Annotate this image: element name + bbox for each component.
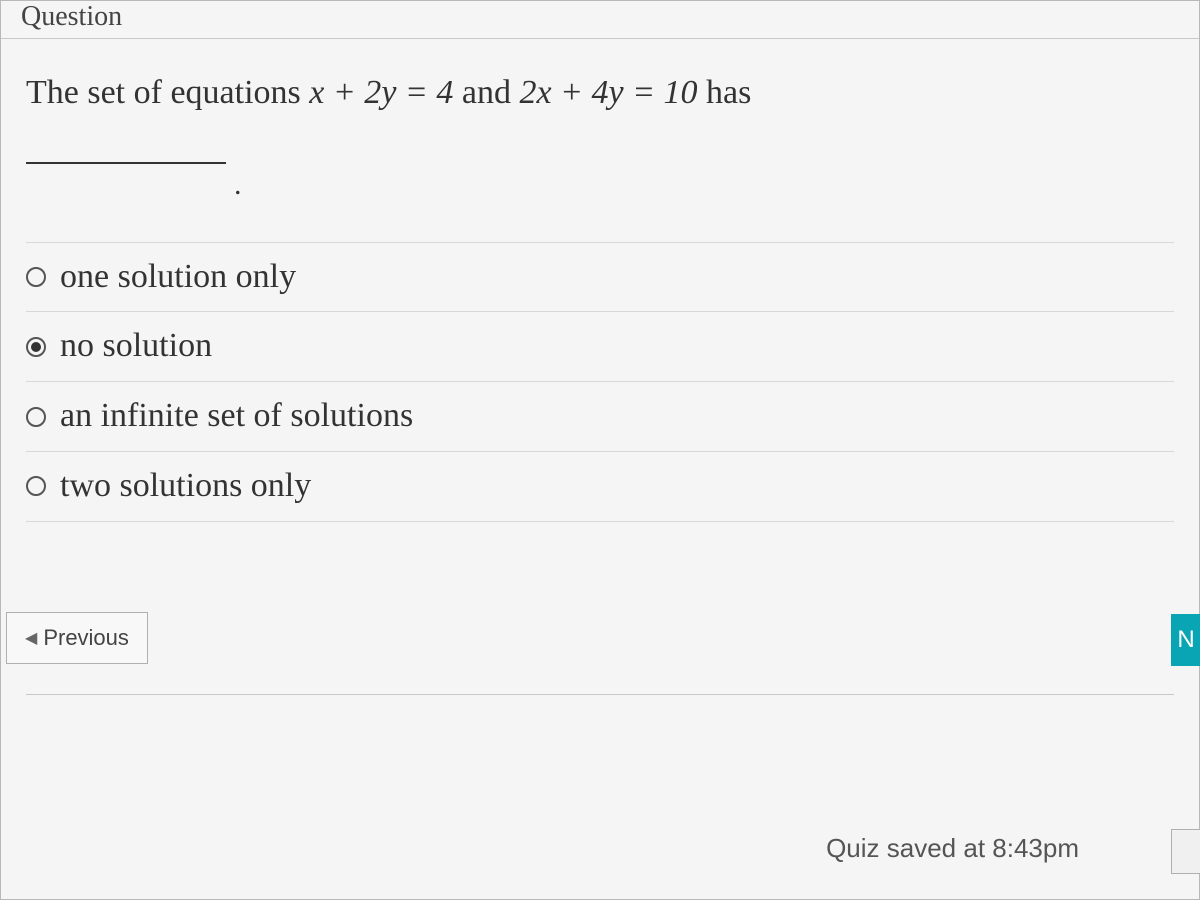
next-button[interactable]: N: [1171, 614, 1200, 666]
question-prefix: The set of equations: [26, 74, 309, 111]
equation-1: x + 2y = 4: [309, 74, 453, 111]
question-middle: and: [462, 74, 520, 111]
question-header: Question: [1, 1, 1199, 39]
question-text: The set of equations x + 2y = 4 and 2x +…: [26, 69, 1174, 117]
nav-buttons: ◀ Previous N: [26, 612, 1174, 695]
option-label: one solution only: [60, 257, 296, 298]
quiz-saved-status: Quiz saved at 8:43pm: [826, 833, 1079, 864]
next-button-label: N: [1177, 626, 1194, 654]
radio-icon[interactable]: [26, 476, 46, 496]
option-label: an infinite set of solutions: [60, 396, 413, 437]
question-suffix: has: [706, 74, 751, 111]
blank-answer-line: .: [26, 137, 1174, 202]
radio-icon[interactable]: [26, 407, 46, 427]
equation-2: 2x + 4y = 10: [519, 74, 697, 111]
option-row-3[interactable]: an infinite set of solutions: [26, 381, 1174, 451]
question-header-label: Question: [21, 1, 122, 33]
option-label: two solutions only: [60, 466, 311, 507]
option-label: no solution: [60, 326, 212, 367]
quiz-container: Question The set of equations x + 2y = 4…: [0, 0, 1200, 900]
chevron-left-icon: ◀: [25, 628, 37, 648]
previous-button-label: Previous: [43, 625, 129, 651]
radio-icon[interactable]: [26, 267, 46, 287]
option-row-1[interactable]: one solution only: [26, 242, 1174, 312]
question-body: The set of equations x + 2y = 4 and 2x +…: [1, 39, 1199, 715]
option-row-2[interactable]: no solution: [26, 311, 1174, 381]
options-list: one solution only no solution an infinit…: [26, 242, 1174, 522]
radio-icon[interactable]: [26, 337, 46, 357]
option-row-4[interactable]: two solutions only: [26, 451, 1174, 522]
status-box[interactable]: [1171, 829, 1200, 874]
previous-button[interactable]: ◀ Previous: [6, 612, 148, 664]
